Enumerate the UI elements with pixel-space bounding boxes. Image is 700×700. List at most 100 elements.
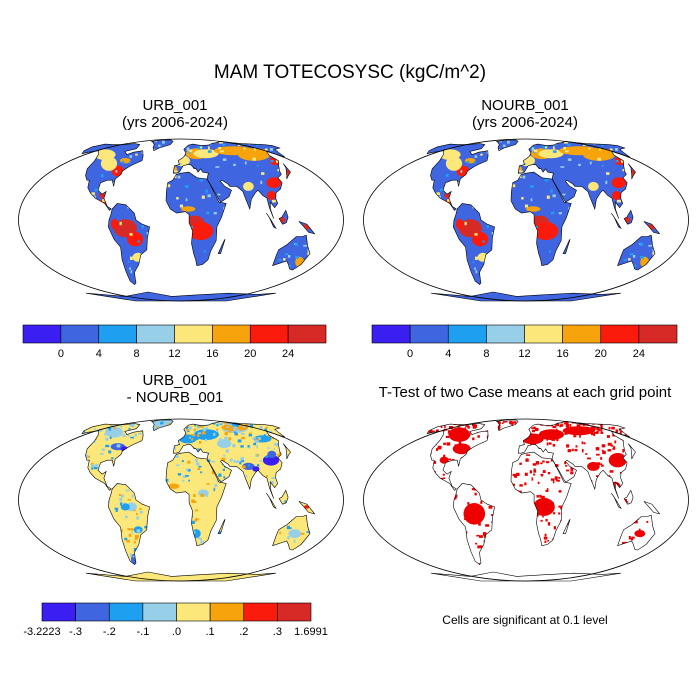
zone-7	[120, 446, 128, 452]
colorbar-tick-5: .1	[206, 626, 215, 638]
colorbar-tick-2: 8	[483, 348, 489, 360]
land-south-america	[108, 203, 150, 285]
coastline-new-guinea	[643, 501, 661, 515]
coastline-japan	[627, 443, 636, 460]
land-north-america	[427, 423, 489, 491]
colorbar-tick-5: 20	[595, 348, 607, 360]
significance-note: Cells are significant at 0.1 level	[442, 613, 608, 627]
zone-19	[243, 181, 254, 191]
colorbar-tick-2: 8	[134, 348, 140, 360]
zone-9	[445, 156, 463, 171]
colorbar-tick-4: 16	[556, 348, 568, 360]
coastline-madagascar	[562, 519, 571, 534]
zone-2	[110, 218, 119, 230]
land-australia	[272, 235, 310, 271]
land-antarctica	[86, 572, 276, 581]
panel-title-nourb-name: NOURB_001	[481, 97, 569, 114]
colorbar-tick-0: -3.2223	[23, 626, 60, 638]
zone-17	[266, 177, 281, 189]
zone-2	[455, 218, 464, 230]
colorbar-bin-7	[277, 602, 312, 622]
colorbar-bin-2	[447, 324, 487, 344]
colorbar-bin-0	[41, 602, 76, 622]
colorbar-bin-6	[600, 324, 640, 344]
land-south-america	[108, 483, 150, 565]
colorbar-tick-7: .3	[273, 626, 282, 638]
coastline-north-america	[81, 423, 144, 491]
panel-title-urb: URB_001 (yrs 2006-2024)	[75, 97, 275, 131]
colorbar-tick-5: 20	[244, 348, 256, 360]
zone-1	[472, 232, 489, 247]
coastline-africa	[165, 451, 227, 546]
colorbar-bin-7	[287, 324, 327, 344]
globe-border-nourb	[363, 138, 689, 302]
colorbar-nourb: 0 4 8 12 16 20 24	[371, 324, 678, 360]
zone-10	[94, 149, 116, 161]
zone-4	[188, 222, 214, 240]
coastline-indonesia-sumatra	[611, 212, 622, 230]
zone-16	[120, 503, 130, 511]
panel-title-ttest: T-Test of two Case means at each grid po…	[350, 384, 700, 401]
coastline-north-america	[426, 423, 489, 491]
coastline-africa	[510, 451, 572, 546]
coastline-madagascar	[562, 239, 571, 254]
coastline-south-america	[452, 483, 495, 566]
panel-title-nourb-years: (yrs 2006-2024)	[472, 114, 578, 131]
coastline-new-guinea	[298, 221, 316, 235]
land-antarctica	[86, 292, 276, 301]
colorbar-bin-6	[243, 602, 278, 622]
coastline-indonesia-sumatra	[266, 212, 277, 230]
land-new-guinea	[643, 501, 660, 514]
colorbar-tick-6: 24	[282, 348, 294, 360]
zone-15	[582, 148, 616, 161]
land-greenland	[496, 139, 519, 151]
globe-border-diff	[18, 418, 344, 582]
colorbar-bin-1	[409, 324, 449, 344]
coastline-australia	[272, 514, 311, 551]
colorbar-bin-6	[249, 324, 289, 344]
panel-title-diff-b: - NOURB_001	[126, 389, 224, 406]
globe-border-urb	[18, 138, 344, 302]
land-australia	[617, 235, 655, 271]
zone-18	[168, 483, 180, 489]
colorbar-bin-2	[98, 324, 137, 344]
coastline-north-america	[81, 143, 144, 211]
colorbar-tick-0: 0	[58, 348, 64, 360]
zone-9	[634, 530, 646, 538]
colorbar-bin-0	[22, 324, 62, 344]
coastline-eurasia	[172, 420, 286, 499]
colorbar-bin-0	[371, 324, 411, 344]
land-eurasia	[518, 421, 630, 499]
coastline-indonesia-borneo	[623, 209, 634, 225]
zone-4	[452, 443, 471, 455]
zone-8	[119, 158, 131, 164]
zone-17	[611, 177, 626, 189]
coastline-madagascar	[217, 239, 226, 254]
coastline-australia	[617, 514, 656, 551]
zone-8	[464, 158, 476, 164]
figure-title: MAM TOTECOSYSC (kgC/m^2)	[213, 62, 487, 83]
panel-title-urb-name: URB_001	[142, 97, 208, 114]
colorbar-bin-3	[142, 602, 177, 622]
colorbar-bin-4	[524, 324, 563, 344]
panel-title-urb-years: (yrs 2006-2024)	[122, 114, 228, 131]
map-nourb	[363, 138, 689, 302]
zone-9	[100, 156, 118, 171]
land-antarctica	[431, 292, 621, 301]
coastline-japan	[282, 443, 291, 460]
land-south-america	[453, 203, 495, 285]
zone-18	[267, 191, 276, 200]
colorbar-bin-4	[174, 324, 213, 344]
colorbar-bin-5	[212, 324, 251, 344]
zone-10	[439, 149, 461, 161]
coastline-greenland	[495, 419, 519, 432]
zone-0	[608, 453, 627, 468]
colorbar-bin-1	[60, 324, 100, 344]
coastline-madagascar	[217, 519, 226, 534]
coastline-africa	[510, 171, 572, 266]
coastline-indonesia-sumatra	[266, 492, 277, 510]
zone-19	[588, 181, 599, 191]
coastline-indonesia-borneo	[278, 489, 289, 505]
colorbar-tick-8: 1.6991	[294, 626, 328, 638]
zone-9	[126, 502, 137, 512]
